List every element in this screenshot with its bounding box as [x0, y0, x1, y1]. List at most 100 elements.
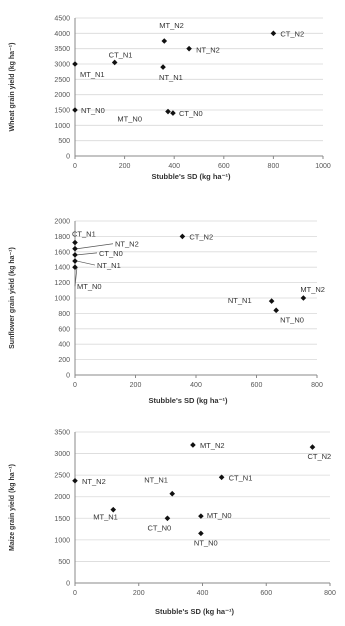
y-tick-label: 3500: [54, 46, 70, 53]
point-label: NT_N1: [228, 296, 252, 305]
data-point: [190, 442, 196, 448]
data-point: [160, 64, 166, 70]
y-tick-label: 2500: [54, 77, 70, 84]
data-point: [309, 444, 316, 450]
point-label: MT_N1: [80, 70, 105, 79]
x-tick-label: 200: [130, 382, 142, 389]
y-tick-label: 3000: [54, 451, 70, 458]
point-label: NT_N2: [115, 240, 139, 249]
point-label: NT_N1: [159, 73, 183, 82]
y-tick-label: 4000: [54, 31, 70, 38]
y-tick-label: 1600: [54, 249, 70, 256]
point-label: NT_N0: [81, 106, 105, 115]
point-label: CT_N2: [307, 452, 331, 461]
y-tick-label: 3000: [54, 62, 70, 69]
data-point: [72, 477, 78, 484]
x-tick-label: 600: [251, 382, 263, 389]
data-point: [72, 107, 78, 113]
point-label: MT_N2: [159, 21, 184, 30]
point-label: CT_N1: [72, 230, 96, 239]
point-label: MT_N0: [117, 115, 142, 124]
data-point: [169, 490, 176, 497]
data-point: [72, 61, 78, 67]
x-tick-label: 800: [311, 382, 323, 389]
point-label: NT_N2: [82, 477, 106, 486]
point-label: CT_N0: [147, 523, 171, 532]
point-label: MT_N2: [300, 285, 325, 294]
x-axis-title: Stubble's SD (kg ha⁻¹): [151, 172, 231, 181]
data-point: [218, 474, 225, 481]
point-label: CT_N1: [109, 50, 133, 59]
data-point: [72, 245, 78, 252]
data-point: [72, 264, 78, 270]
x-tick-label: 400: [197, 590, 209, 597]
y-tick-label: 3500: [54, 430, 70, 437]
point-label: NT_N1: [144, 476, 168, 485]
data-point: [170, 110, 176, 116]
point-label: CT_N1: [229, 473, 253, 482]
point-label: MT_N2: [200, 441, 225, 450]
point-label: NT_N0: [194, 538, 218, 547]
y-tick-label: 1400: [54, 265, 70, 272]
x-tick-label: 400: [168, 163, 180, 170]
data-point: [198, 530, 204, 537]
point-label: CT_N0: [179, 109, 203, 118]
data-point: [110, 506, 117, 513]
x-tick-label: 0: [73, 382, 77, 389]
point-label: NT_N1: [97, 261, 121, 270]
data-point: [268, 298, 275, 304]
y-tick-label: 1000: [54, 123, 70, 130]
data-point: [161, 38, 168, 44]
x-tick-label: 400: [190, 382, 202, 389]
y-tick-label: 400: [58, 342, 70, 349]
data-point: [111, 59, 118, 66]
x-tick-label: 200: [119, 163, 131, 170]
point-label: MT_N0: [207, 511, 232, 520]
y-axis-title: Maize grain yield (kg ha⁻¹): [9, 464, 16, 551]
y-tick-label: 600: [58, 326, 70, 333]
data-point: [273, 307, 279, 314]
x-tick-label: 200: [133, 590, 145, 597]
y-tick-label: 1500: [54, 108, 70, 115]
data-point: [165, 108, 171, 115]
y-axis-title: Sunflower grain yield (kg ha⁻¹): [9, 247, 16, 349]
y-tick-label: 2000: [54, 219, 70, 226]
point-label: CT_N2: [280, 29, 304, 38]
y-tick-label: 1000: [54, 537, 70, 544]
y-tick-label: 1200: [54, 280, 70, 287]
y-tick-label: 1000: [54, 296, 70, 303]
point-label: CT_N0: [99, 249, 123, 258]
y-tick-label: 500: [58, 559, 70, 566]
y-tick-label: 800: [58, 311, 70, 318]
y-tick-label: 1500: [54, 516, 70, 523]
data-point: [186, 45, 192, 52]
data-point: [72, 252, 78, 258]
data-point: [164, 515, 171, 522]
y-tick-label: 4500: [54, 16, 70, 23]
x-axis-title: Stubble's SD (kg ha⁻¹): [155, 607, 235, 616]
data-point: [300, 295, 307, 301]
x-tick-label: 800: [268, 163, 280, 170]
point-leader-line: [76, 260, 96, 266]
data-point: [72, 239, 78, 246]
y-tick-label: 0: [66, 373, 70, 380]
y-tick-label: 200: [58, 357, 70, 364]
y-tick-label: 2500: [54, 473, 70, 480]
y-tick-label: 0: [66, 154, 70, 161]
y-tick-label: 1800: [54, 234, 70, 241]
data-point: [270, 30, 277, 37]
data-point: [72, 258, 78, 264]
x-tick-label: 0: [73, 590, 77, 597]
x-tick-label: 800: [324, 590, 336, 597]
x-axis-title: Stubble's SD (kg ha⁻¹): [148, 396, 228, 405]
x-tick-label: 1000: [315, 163, 331, 170]
y-axis-title: Wheat grain yield (kg ha⁻¹): [9, 43, 16, 132]
point-label: CT_N2: [189, 232, 213, 241]
point-label: MT_N1: [93, 513, 118, 522]
y-tick-label: 2000: [54, 494, 70, 501]
point-leader-line: [76, 252, 98, 256]
x-tick-label: 600: [260, 590, 272, 597]
y-tick-label: 2000: [54, 92, 70, 99]
point-label: NT_N2: [196, 46, 220, 55]
y-tick-label: 500: [58, 138, 70, 145]
